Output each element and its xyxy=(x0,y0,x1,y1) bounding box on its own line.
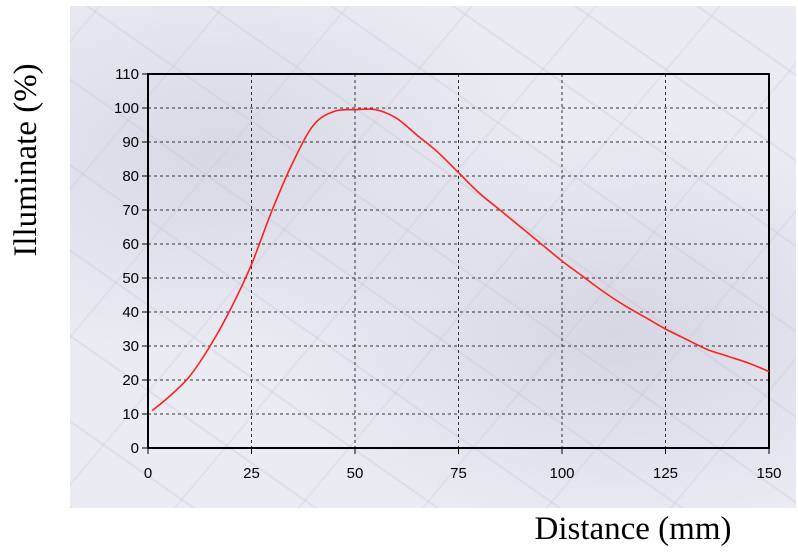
x-axis-title: Distance (mm) xyxy=(534,511,731,547)
x-tick-label: 150 xyxy=(756,465,781,482)
x-tick-label: 0 xyxy=(144,465,152,482)
y-tick-label: 90 xyxy=(122,134,139,151)
y-tick-label: 110 xyxy=(115,66,139,83)
y-tick-label: 30 xyxy=(122,338,139,355)
y-tick-label: 50 xyxy=(122,270,139,287)
y-axis-ticks: 0 10 20 30 40 50 60 70 80 90 100 110 xyxy=(114,66,148,457)
x-tick-label: 125 xyxy=(653,465,678,482)
y-tick-label: 40 xyxy=(122,304,139,321)
chart-background xyxy=(70,6,796,508)
x-tick-label: 100 xyxy=(549,465,574,482)
x-tick-label: 50 xyxy=(347,465,364,482)
grid-lines xyxy=(148,74,769,448)
series-line xyxy=(151,108,770,412)
y-tick-label: 60 xyxy=(122,236,139,253)
y-tick-label: 100 xyxy=(114,100,139,117)
x-tick-label: 25 xyxy=(243,465,260,482)
x-tick-label: 75 xyxy=(450,465,467,482)
y-tick-label: 10 xyxy=(122,406,139,423)
y-axis-title: Illuminate (%) xyxy=(8,63,44,256)
series-layer xyxy=(151,108,770,412)
y-tick-label: 20 xyxy=(122,372,139,389)
y-tick-label: 70 xyxy=(122,202,139,219)
y-tick-label: 0 xyxy=(131,440,139,457)
y-tick-label: 80 xyxy=(122,168,139,185)
x-axis-ticks: 0 25 50 75 100 125 150 xyxy=(144,448,782,482)
